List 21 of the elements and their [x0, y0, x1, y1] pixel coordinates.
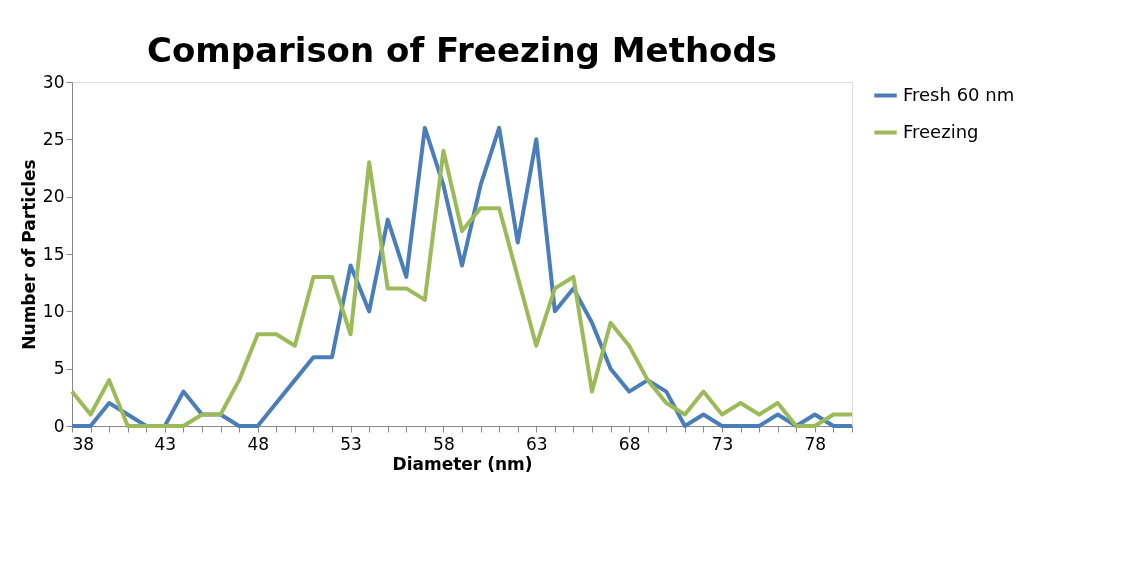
y-tick-label: 30 [42, 71, 65, 92]
x-tick-label: 73 [711, 433, 734, 454]
x-tick-label: 63 [525, 433, 548, 454]
y-axis-title: Number of Particles [18, 159, 39, 350]
x-tick-label: 68 [618, 433, 641, 454]
y-tick-label: 0 [53, 415, 65, 436]
legend-label: Fresh 60 nm [903, 83, 1015, 105]
x-tick-label: 48 [247, 433, 270, 454]
x-tick-label: 78 [804, 433, 827, 454]
y-tick-label: 15 [42, 243, 65, 264]
y-tick-label: 10 [42, 300, 65, 321]
x-tick-label: 58 [433, 433, 455, 454]
y-tick-label: 5 [53, 358, 65, 379]
x-tick-label: 53 [340, 433, 362, 454]
legend-label: Freezing [903, 120, 979, 142]
y-tick-label: 25 [42, 128, 65, 149]
x-tick-label: 43 [154, 433, 177, 454]
y-tick-label: 20 [42, 186, 65, 207]
x-tick-label: 38 [72, 433, 95, 454]
x-axis-title: Diameter (nm) [392, 453, 533, 474]
chart-title: Comparison of Freezing Methods [146, 30, 778, 70]
